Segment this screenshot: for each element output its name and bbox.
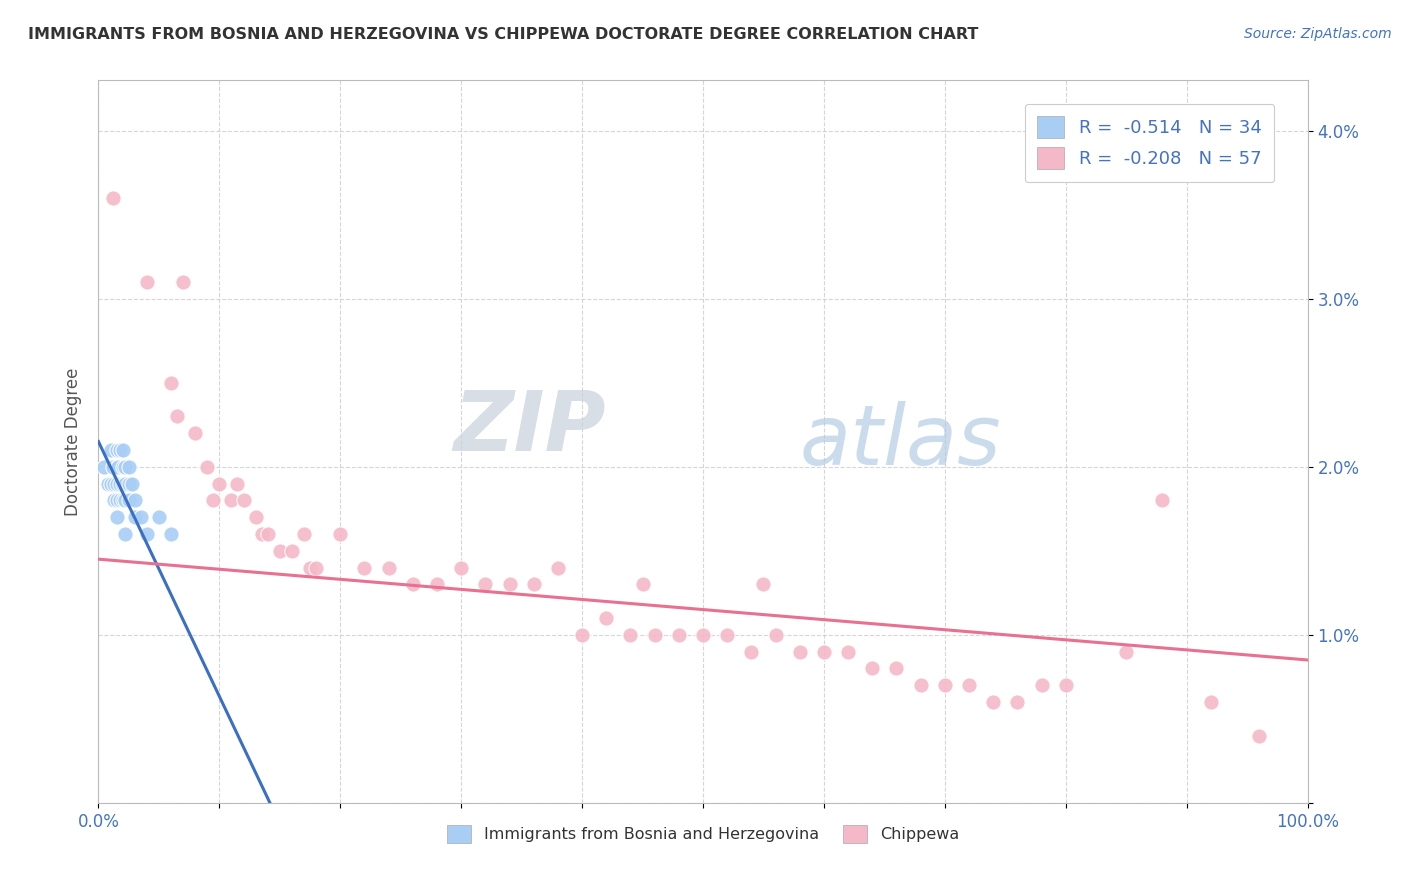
Text: ZIP: ZIP: [454, 386, 606, 467]
Point: [1115, 644, 1137, 658]
Point: [631, 577, 654, 591]
Point: [256, 527, 278, 541]
Point: [752, 577, 775, 591]
Point: [595, 611, 617, 625]
Point: [269, 543, 291, 558]
Point: [184, 426, 207, 441]
Point: [114, 459, 136, 474]
Point: [292, 527, 315, 541]
Point: [114, 476, 136, 491]
Point: [934, 678, 956, 692]
Point: [1152, 493, 1174, 508]
Point: [957, 678, 980, 692]
Point: [100, 476, 122, 491]
Point: [221, 493, 243, 508]
Y-axis label: Doctorate Degree: Doctorate Degree: [63, 368, 82, 516]
Point: [716, 628, 738, 642]
Point: [105, 493, 128, 508]
Point: [166, 409, 188, 424]
Text: atlas: atlas: [800, 401, 1001, 482]
Legend: Immigrants from Bosnia and Herzegovina, Chippewa: Immigrants from Bosnia and Herzegovina, …: [440, 819, 966, 849]
Point: [118, 459, 141, 474]
Point: [111, 493, 134, 508]
Point: [281, 543, 304, 558]
Point: [813, 644, 835, 658]
Point: [202, 493, 225, 508]
Point: [547, 560, 569, 574]
Point: [740, 644, 762, 658]
Point: [160, 376, 183, 390]
Point: [160, 527, 183, 541]
Point: [93, 459, 115, 474]
Point: [232, 493, 254, 508]
Point: [1031, 678, 1053, 692]
Point: [118, 476, 141, 491]
Point: [124, 510, 146, 524]
Point: [402, 577, 425, 591]
Point: [108, 476, 131, 491]
Point: [426, 577, 449, 591]
Point: [105, 442, 128, 457]
Point: [148, 510, 170, 524]
Point: [124, 493, 146, 508]
Point: [114, 493, 136, 508]
Point: [226, 476, 249, 491]
Point: [860, 661, 883, 675]
Point: [644, 628, 666, 642]
Text: IMMIGRANTS FROM BOSNIA AND HERZEGOVINA VS CHIPPEWA DOCTORATE DEGREE CORRELATION : IMMIGRANTS FROM BOSNIA AND HERZEGOVINA V…: [28, 27, 979, 42]
Point: [250, 527, 273, 541]
Point: [329, 527, 352, 541]
Point: [299, 560, 322, 574]
Point: [111, 459, 134, 474]
Point: [837, 644, 859, 658]
Point: [135, 275, 157, 289]
Point: [195, 459, 218, 474]
Point: [103, 476, 125, 491]
Point: [498, 577, 520, 591]
Point: [523, 577, 546, 591]
Point: [571, 628, 593, 642]
Point: [886, 661, 908, 675]
Point: [111, 442, 134, 457]
Text: Source: ZipAtlas.com: Source: ZipAtlas.com: [1244, 27, 1392, 41]
Point: [450, 560, 472, 574]
Point: [135, 527, 157, 541]
Point: [101, 459, 124, 474]
Point: [108, 442, 131, 457]
Point: [910, 678, 932, 692]
Point: [172, 275, 194, 289]
Point: [377, 560, 399, 574]
Point: [111, 476, 134, 491]
Point: [118, 493, 141, 508]
Point: [245, 510, 267, 524]
Point: [108, 493, 131, 508]
Point: [789, 644, 811, 658]
Point: [305, 560, 328, 574]
Point: [114, 527, 136, 541]
Point: [100, 442, 122, 457]
Point: [981, 695, 1004, 709]
Point: [105, 476, 128, 491]
Point: [103, 493, 125, 508]
Point: [1007, 695, 1029, 709]
Point: [129, 510, 152, 524]
Point: [105, 510, 128, 524]
Point: [105, 459, 128, 474]
Point: [1054, 678, 1077, 692]
Point: [353, 560, 375, 574]
Point: [765, 628, 787, 642]
Point: [1199, 695, 1222, 709]
Point: [107, 459, 129, 474]
Point: [121, 476, 143, 491]
Point: [97, 476, 120, 491]
Point: [208, 476, 231, 491]
Point: [619, 628, 641, 642]
Point: [692, 628, 714, 642]
Point: [474, 577, 496, 591]
Point: [1249, 729, 1271, 743]
Point: [668, 628, 690, 642]
Point: [101, 191, 124, 205]
